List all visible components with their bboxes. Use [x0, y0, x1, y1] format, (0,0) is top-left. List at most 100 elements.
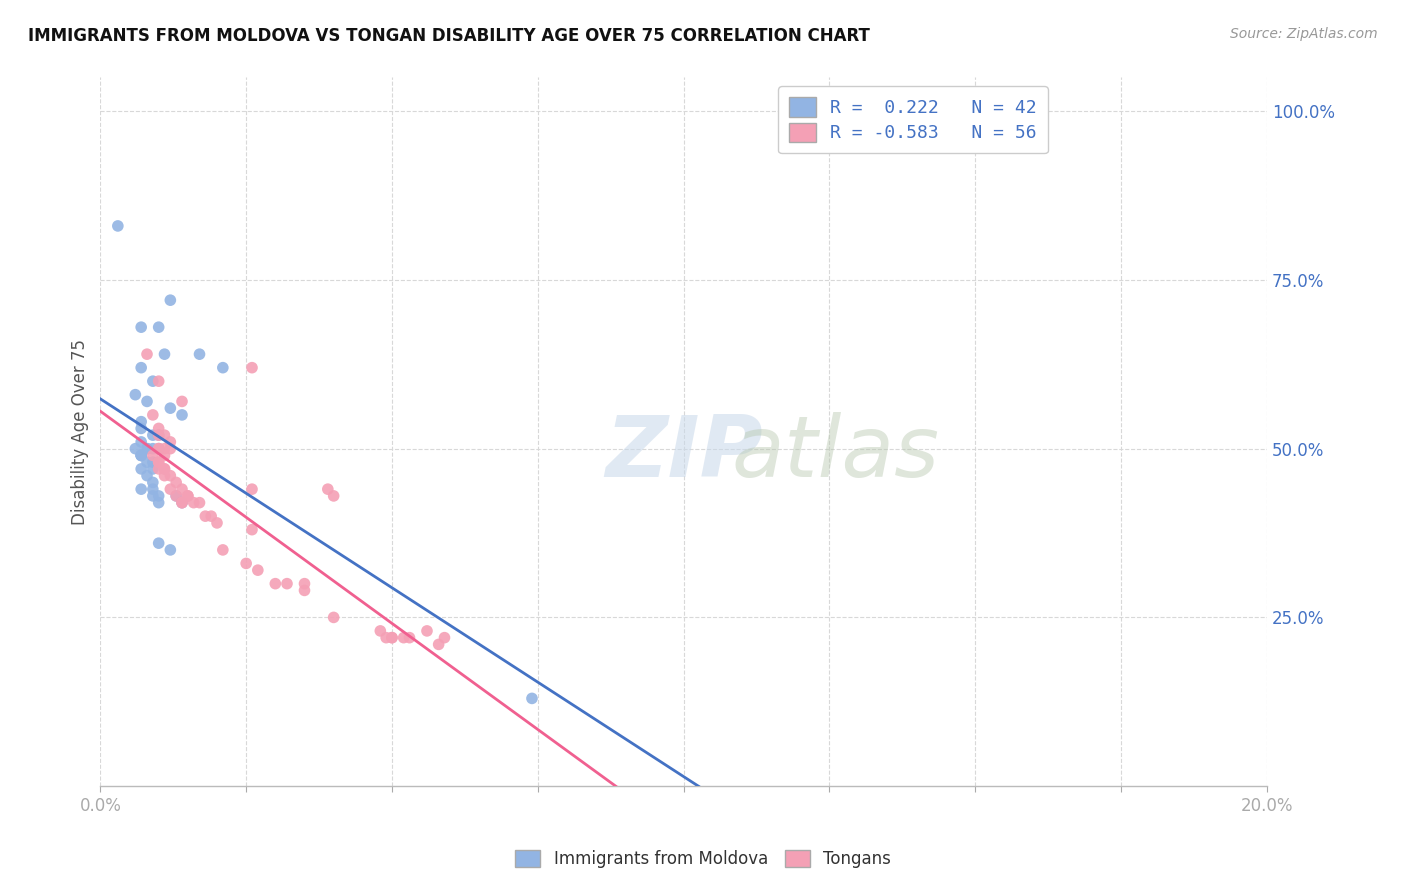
Point [129, 415, 152, 429]
Point [129, 449, 152, 463]
Point [398, 631, 420, 645]
Point [148, 536, 170, 550]
Point [153, 347, 176, 361]
Point [416, 624, 439, 638]
Point [170, 408, 193, 422]
Point [153, 462, 176, 476]
Point [148, 442, 170, 456]
Point [165, 475, 187, 490]
Point [165, 489, 187, 503]
Point [294, 583, 316, 598]
Text: atlas: atlas [731, 411, 939, 494]
Point [177, 489, 200, 503]
Point [129, 449, 152, 463]
Point [129, 421, 152, 435]
Point [148, 428, 170, 442]
Point [159, 442, 181, 456]
Point [136, 468, 159, 483]
Point [165, 489, 187, 503]
Point [136, 455, 159, 469]
Point [142, 428, 165, 442]
Point [520, 691, 543, 706]
Point [148, 496, 170, 510]
Point [136, 442, 159, 456]
Point [159, 542, 181, 557]
Point [240, 523, 263, 537]
Text: ZIP: ZIP [605, 411, 762, 494]
Point [188, 347, 211, 361]
Point [392, 631, 415, 645]
Point [136, 394, 159, 409]
Point [142, 442, 165, 456]
Point [381, 631, 404, 645]
Point [124, 442, 146, 456]
Point [170, 482, 193, 496]
Legend: Immigrants from Moldova, Tongans: Immigrants from Moldova, Tongans [509, 843, 897, 875]
Point [170, 496, 193, 510]
Point [159, 468, 181, 483]
Point [322, 489, 344, 503]
Point [246, 563, 269, 577]
Point [159, 434, 181, 449]
Text: Source: ZipAtlas.com: Source: ZipAtlas.com [1230, 27, 1378, 41]
Point [170, 496, 193, 510]
Point [129, 482, 152, 496]
Point [264, 576, 287, 591]
Point [142, 449, 165, 463]
Y-axis label: Disability Age Over 75: Disability Age Over 75 [72, 339, 89, 524]
Point [148, 455, 170, 469]
Point [153, 468, 176, 483]
Point [142, 374, 165, 388]
Point [142, 482, 165, 496]
Point [294, 576, 316, 591]
Point [148, 462, 170, 476]
Point [159, 293, 181, 308]
Point [148, 428, 170, 442]
Point [375, 631, 398, 645]
Point [183, 496, 205, 510]
Point [148, 442, 170, 456]
Text: IMMIGRANTS FROM MOLDOVA VS TONGAN DISABILITY AGE OVER 75 CORRELATION CHART: IMMIGRANTS FROM MOLDOVA VS TONGAN DISABI… [28, 27, 870, 45]
Point [142, 489, 165, 503]
Point [142, 475, 165, 490]
Point [276, 576, 298, 591]
Point [129, 360, 152, 375]
Point [194, 509, 217, 524]
Point [159, 401, 181, 416]
Point [205, 516, 228, 530]
Point [142, 455, 165, 469]
Point [148, 320, 170, 334]
Point [148, 455, 170, 469]
Point [200, 509, 222, 524]
Point [170, 496, 193, 510]
Point [136, 442, 159, 456]
Point [129, 462, 152, 476]
Point [124, 387, 146, 401]
Point [316, 482, 339, 496]
Point [148, 421, 170, 435]
Point [142, 462, 165, 476]
Point [153, 449, 176, 463]
Point [153, 442, 176, 456]
Point [211, 360, 233, 375]
Point [142, 408, 165, 422]
Point [433, 631, 456, 645]
Point [153, 462, 176, 476]
Point [148, 442, 170, 456]
Point [427, 637, 450, 651]
Point [368, 624, 391, 638]
Point [153, 428, 176, 442]
Point [235, 557, 257, 571]
Point [211, 542, 233, 557]
Point [240, 360, 263, 375]
Point [107, 219, 129, 233]
Point [129, 434, 152, 449]
Point [170, 394, 193, 409]
Point [129, 449, 152, 463]
Point [177, 489, 200, 503]
Point [136, 347, 159, 361]
Legend: R =  0.222   N = 42, R = -0.583   N = 56: R = 0.222 N = 42, R = -0.583 N = 56 [778, 87, 1047, 153]
Point [240, 482, 263, 496]
Point [322, 610, 344, 624]
Point [148, 489, 170, 503]
